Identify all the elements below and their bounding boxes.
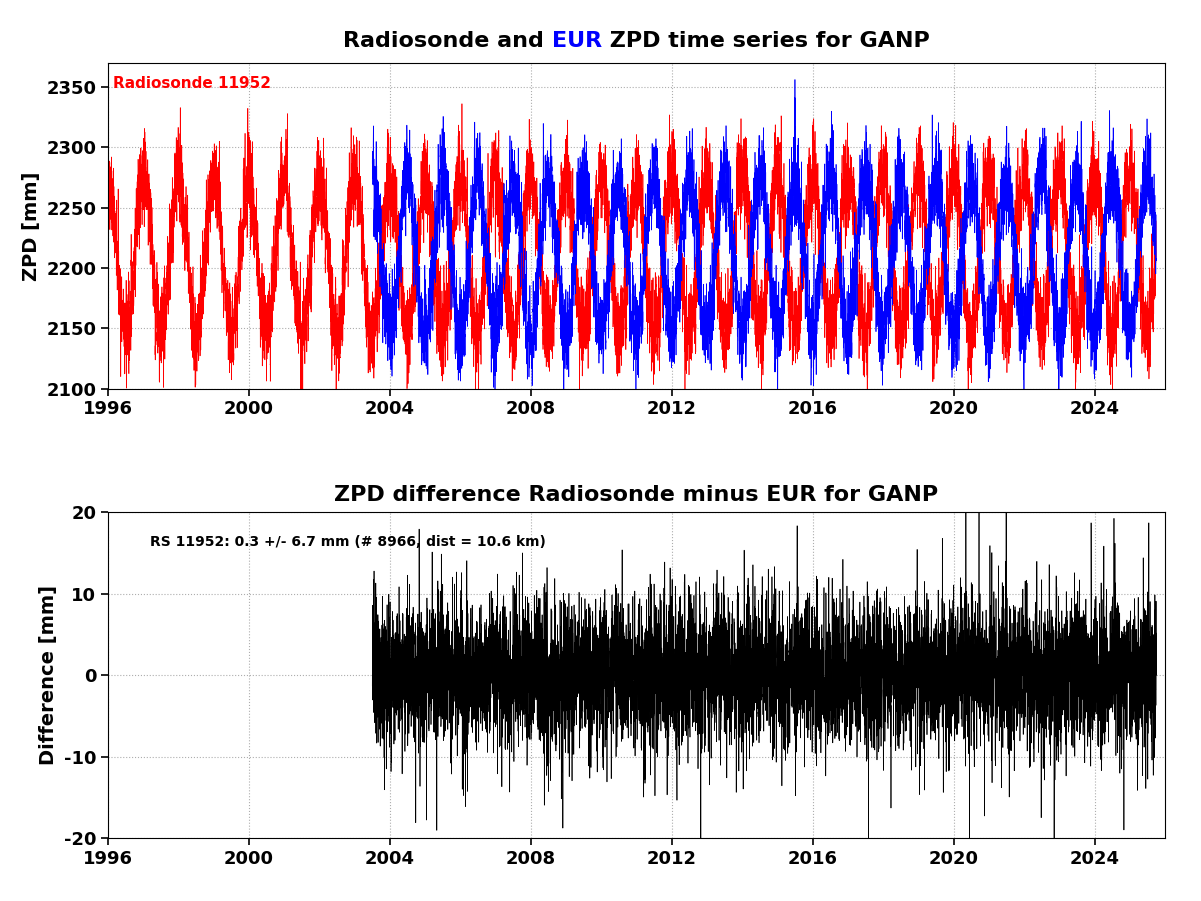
Text: ZPD time series for GANP: ZPD time series for GANP [602,32,930,51]
Text: Radiosonde and: Radiosonde and [343,32,552,51]
Y-axis label: Difference [mm]: Difference [mm] [40,585,58,765]
Text: RS 11952: 0.3 +/- 6.7 mm (# 8966, dist = 10.6 km): RS 11952: 0.3 +/- 6.7 mm (# 8966, dist =… [150,535,546,549]
Title: ZPD difference Radiosonde minus EUR for GANP: ZPD difference Radiosonde minus EUR for … [334,486,939,505]
Text: EUR: EUR [552,32,602,51]
Text: Radiosonde 11952: Radiosonde 11952 [113,76,271,91]
Y-axis label: ZPD [mm]: ZPD [mm] [22,171,41,280]
